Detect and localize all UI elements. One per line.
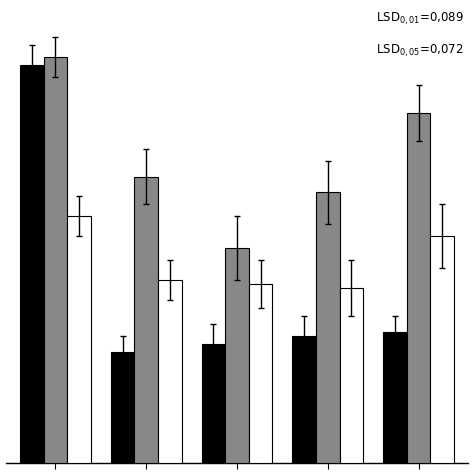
Bar bbox=[430, 236, 454, 463]
Bar bbox=[67, 216, 91, 463]
Bar bbox=[158, 280, 182, 463]
Bar bbox=[292, 336, 316, 463]
Bar bbox=[44, 57, 67, 463]
Text: LSD$_{0,01}$=0,089: LSD$_{0,01}$=0,089 bbox=[376, 10, 464, 27]
Bar bbox=[20, 65, 44, 463]
Bar bbox=[339, 288, 363, 463]
Bar bbox=[201, 344, 225, 463]
Bar bbox=[249, 284, 273, 463]
Bar bbox=[407, 113, 430, 463]
Bar bbox=[111, 352, 135, 463]
Bar bbox=[316, 192, 339, 463]
Bar bbox=[225, 248, 249, 463]
Bar bbox=[383, 332, 407, 463]
Bar bbox=[135, 176, 158, 463]
Text: LSD$_{0,05}$=0,072: LSD$_{0,05}$=0,072 bbox=[376, 42, 464, 59]
